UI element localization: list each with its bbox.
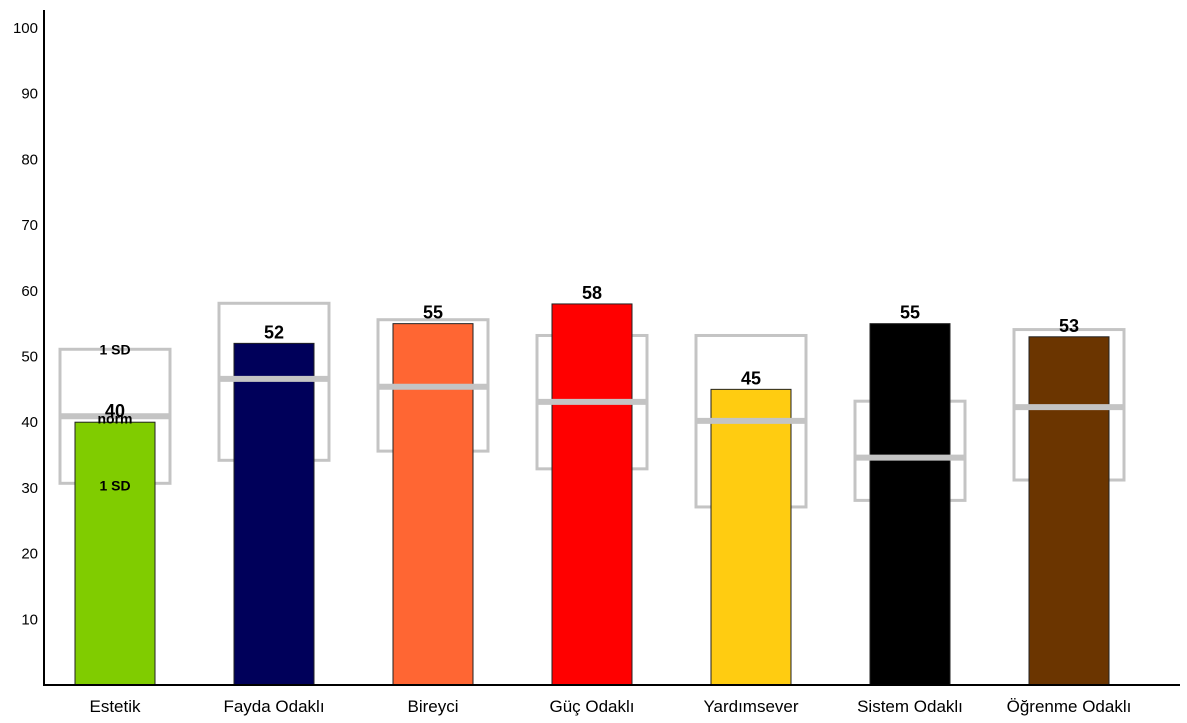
y-tick-label: 60 (21, 283, 38, 300)
value-labels: 40 52 55 58 45 55 53 (105, 283, 1079, 421)
bar (1028, 336, 1110, 686)
bar (551, 303, 633, 686)
category-label: Sistem Odaklı (857, 697, 963, 716)
y-tick-label: 100 (13, 20, 38, 37)
category-label: Estetik (89, 697, 141, 716)
band-annotations: 1 SD norm 1 SD (98, 341, 133, 493)
annotation-norm: norm (98, 410, 133, 426)
y-tick-label: 80 (21, 151, 38, 168)
value-label: 55 (423, 303, 443, 323)
annotation-sd-high: 1 SD (99, 341, 130, 357)
value-label: 53 (1059, 316, 1079, 336)
category-labels: Estetik Fayda Odaklı Bireyci Güç Odaklı Yard… (89, 697, 1131, 716)
norm-lines (60, 375, 1124, 461)
bar (869, 323, 951, 686)
value-label: 40 (105, 401, 125, 421)
annotation-sd-low: 1 SD (99, 477, 130, 493)
y-tick-label: 30 (21, 480, 38, 497)
bar (74, 421, 156, 686)
bar (233, 342, 315, 686)
y-tick-label: 70 (21, 217, 38, 234)
category-label: Bireyci (407, 697, 458, 716)
value-label: 55 (900, 303, 920, 323)
y-tick-label: 20 (21, 546, 38, 563)
y-tick-labels: 10 20 30 40 50 60 70 80 90 100 (13, 20, 38, 628)
category-label: Güç Odaklı (549, 697, 634, 716)
value-label: 58 (582, 283, 602, 303)
value-label: 45 (741, 368, 761, 388)
y-tick-label: 50 (21, 349, 38, 366)
value-label: 52 (264, 322, 284, 342)
y-tick-label: 40 (21, 414, 38, 431)
category-label: Fayda Odaklı (223, 697, 324, 716)
category-label: Öğrenme Odaklı (1007, 697, 1132, 716)
bar (710, 388, 792, 686)
bar (392, 323, 474, 686)
axes (43, 10, 1180, 686)
category-label: Yardımsever (703, 697, 798, 716)
bars (74, 303, 1110, 686)
y-tick-label: 90 (21, 86, 38, 103)
y-tick-label: 10 (21, 611, 38, 628)
